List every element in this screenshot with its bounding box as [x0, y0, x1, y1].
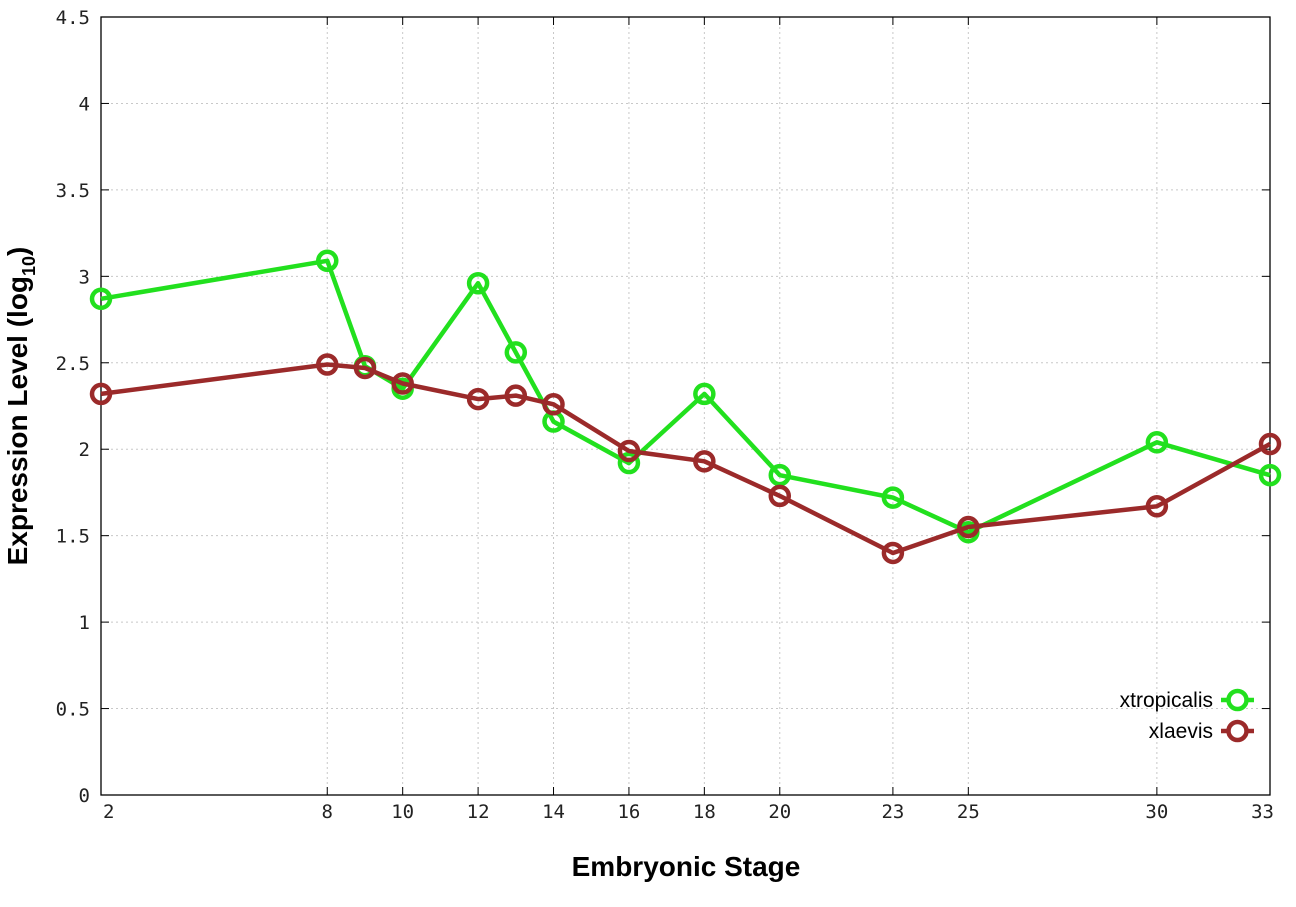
data-point-xtropicalis: [617, 451, 641, 475]
data-point-xlaevis: [768, 484, 792, 508]
data-point-xlaevis: [542, 393, 565, 416]
x-tick-label: 20: [768, 801, 791, 823]
data-point-xtropicalis: [89, 287, 113, 311]
data-point-xtropicalis: [466, 271, 490, 295]
y-axis-label-subscript: 10: [19, 256, 39, 276]
y-tick-label: 2: [79, 439, 90, 461]
y-axis-label-suffix: ): [2, 247, 33, 256]
legend: xtropicalis xlaevis: [1120, 688, 1254, 743]
legend-marker: [1226, 688, 1249, 712]
data-point-xlaevis: [881, 541, 905, 565]
y-tick-label: 0: [79, 785, 90, 807]
y-axis-label: Expression Level (log10): [2, 247, 39, 566]
x-tick-label: 18: [693, 801, 716, 823]
series-line-xlaevis: [100, 362, 1272, 556]
data-point-xlaevis: [617, 439, 641, 463]
data-point-xlaevis: [316, 353, 339, 376]
x-tick-label: 14: [542, 801, 565, 823]
data-point-xlaevis: [693, 450, 716, 473]
data-point-xtropicalis: [1145, 431, 1169, 454]
x-tick-label: 25: [957, 801, 980, 823]
y-tick-label: 3.5: [56, 180, 90, 202]
y-tick-label: 3: [79, 266, 90, 288]
legend-marker: [1226, 719, 1249, 743]
data-point-xlaevis: [504, 384, 528, 407]
y-tick-label: 2.5: [56, 353, 90, 375]
data-point-xlaevis: [466, 387, 490, 411]
y-tick-label: 1: [79, 612, 90, 634]
x-tick-label: 23: [881, 801, 904, 823]
grid: [101, 17, 1270, 795]
x-axis-label: Embryonic Stage: [572, 851, 801, 882]
x-tick-label: 2: [103, 801, 114, 823]
data-point-xlaevis: [353, 356, 377, 380]
x-tick-label: 30: [1145, 801, 1168, 823]
x-tick-label: 8: [322, 801, 333, 823]
data-point-xtropicalis: [504, 341, 528, 364]
data-point-xlaevis: [1258, 432, 1282, 456]
data-point-xtropicalis: [316, 249, 339, 273]
series-line-xtropicalis: [100, 258, 1271, 535]
legend-label: xtropicalis: [1120, 689, 1213, 712]
data-point-xtropicalis: [768, 463, 792, 487]
x-tick-label: 10: [391, 801, 414, 823]
series-xtropicalis: [89, 249, 1282, 544]
data-point-xtropicalis: [881, 486, 905, 509]
data-point-xtropicalis: [1258, 463, 1282, 487]
y-tick-label: 4.5: [56, 7, 90, 29]
data-point-xlaevis: [957, 515, 980, 539]
y-tick-label: 1.5: [56, 526, 90, 548]
series: [89, 249, 1282, 565]
y-tick-label: 0.5: [56, 699, 90, 721]
series-xlaevis: [89, 353, 1282, 565]
data-point-xtropicalis: [693, 382, 716, 406]
plot-frame: [100, 16, 1271, 796]
y-axis-label-main: Expression Level (log: [2, 276, 33, 565]
legend-item-xtropicalis: xtropicalis: [1120, 688, 1254, 712]
y-tick-label: 4: [79, 93, 90, 115]
legend-label: xlaevis: [1149, 720, 1213, 743]
x-tick-label: 16: [617, 801, 640, 823]
data-point-xlaevis: [1145, 495, 1169, 518]
data-point-xlaevis: [391, 372, 414, 395]
data-point-xlaevis: [89, 382, 113, 406]
x-tick-label: 12: [467, 801, 490, 823]
ticks: 0 0.5 1 1.5 2 2.5 3 3.5 4 4.5 2 8 10 12 14 16 18 20 23 25 30…: [56, 7, 1274, 823]
x-tick-label: 33: [1251, 801, 1274, 823]
legend-item-xlaevis: xlaevis: [1149, 719, 1254, 743]
